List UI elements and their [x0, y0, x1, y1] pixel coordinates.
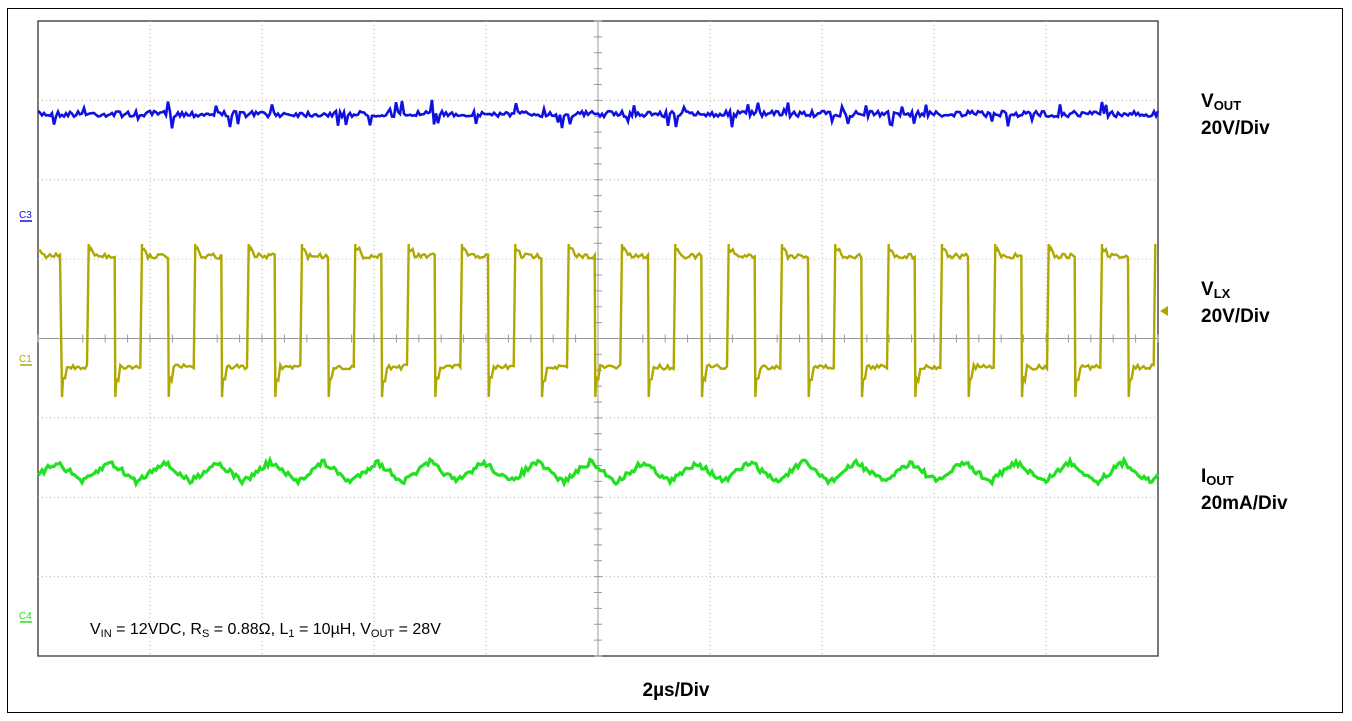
vout-scale: 20V/Div [1201, 118, 1270, 139]
iout-trace [36, 455, 1160, 488]
figure-frame [7, 8, 1343, 713]
vlx-name: VLX [1201, 279, 1231, 301]
scope-traces [36, 99, 1160, 488]
iout-name: IOUT [1201, 466, 1234, 488]
vout-name: VOUT [1201, 91, 1242, 113]
scope-grid [37, 20, 1159, 657]
vlx-scale: 20V/Div [1201, 306, 1270, 327]
iout-scale: 20mA/Div [1201, 493, 1288, 514]
vlx-label: VLX 20V/Div [1201, 278, 1270, 328]
channel-markers: C3 C1 C4 [19, 210, 1168, 623]
trigger-level-icon [1160, 306, 1168, 316]
vlx-trace [37, 243, 1157, 398]
iout-label: IOUT 20mA/Div [1201, 465, 1288, 515]
vout-trace [37, 99, 1160, 129]
channel-marker-c1: C1 [19, 354, 32, 365]
channel-marker-c3: C3 [19, 210, 32, 221]
channel-marker-c4: C4 [19, 611, 32, 622]
vout-label: VOUT 20V/Div [1201, 90, 1270, 140]
timebase-label: 2µs/Div [642, 680, 710, 701]
test-conditions: VIN = 12VDC, RS = 0.88Ω, L1 = 10µH, VOUT… [90, 621, 441, 640]
